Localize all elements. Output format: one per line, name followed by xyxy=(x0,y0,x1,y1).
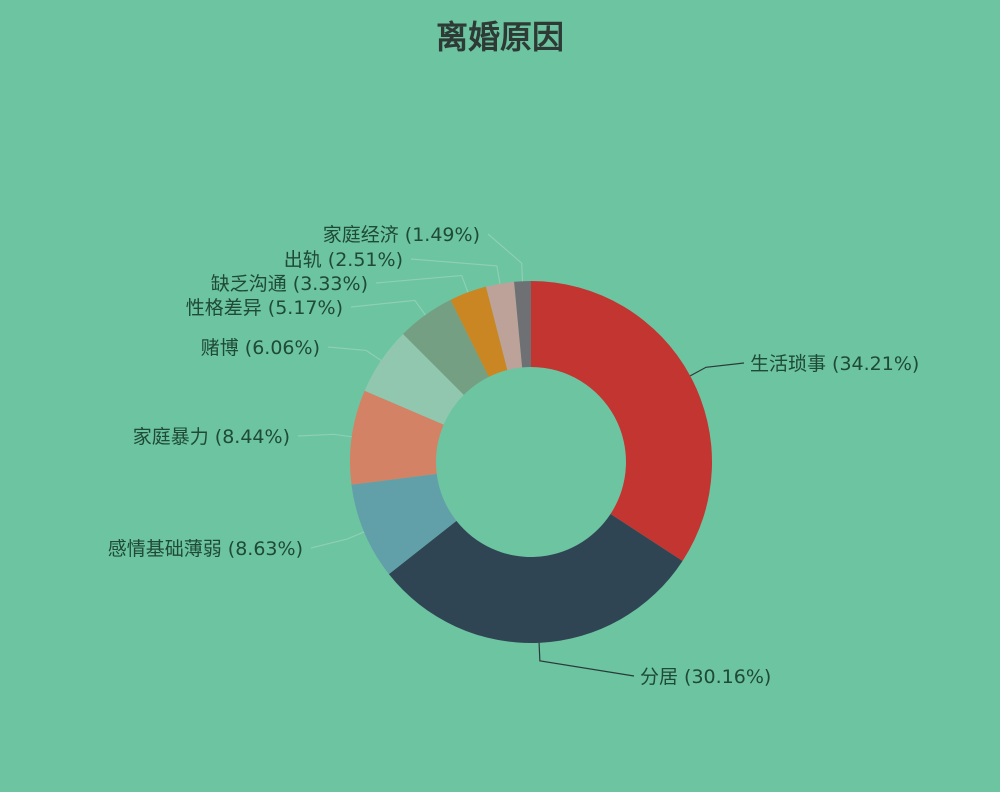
data-label-8: 家庭经济 (1.49%) xyxy=(323,224,480,246)
data-label-5: 性格差异 (5.17%) xyxy=(186,297,343,319)
data-label-2: 感情基础薄弱 (8.63%) xyxy=(108,538,303,560)
leader-line-1 xyxy=(538,642,635,677)
data-label-1: 分居 (30.16%) xyxy=(640,666,771,688)
slice-7[interactable] xyxy=(485,281,523,370)
leader-line-2 xyxy=(310,531,365,549)
slice-1[interactable] xyxy=(388,513,683,644)
leader-line-3 xyxy=(297,433,352,438)
leader-line-8 xyxy=(487,233,524,282)
leader-line-5 xyxy=(350,299,426,316)
leader-line-4 xyxy=(327,346,382,362)
data-label-6: 缺乏沟通 (3.33%) xyxy=(211,273,368,295)
leader-line-6 xyxy=(375,274,469,293)
data-label-0: 生活琐事 (34.21%) xyxy=(750,353,919,375)
slice-2[interactable] xyxy=(351,473,457,575)
chart-title: 离婚原因 xyxy=(435,18,564,56)
data-label-7: 出轨 (2.51%) xyxy=(284,249,403,271)
slice-5[interactable] xyxy=(403,299,489,395)
leader-line-7 xyxy=(410,258,501,284)
slice-0[interactable] xyxy=(531,281,712,561)
slice-4[interactable] xyxy=(364,334,464,425)
data-label-4: 赌博 (6.06%) xyxy=(201,337,320,359)
slice-6[interactable] xyxy=(450,286,508,377)
slice-3[interactable] xyxy=(350,390,444,485)
slice-8[interactable] xyxy=(514,281,531,368)
leader-line-0 xyxy=(689,362,745,377)
data-label-3: 家庭暴力 (8.44%) xyxy=(133,426,290,448)
